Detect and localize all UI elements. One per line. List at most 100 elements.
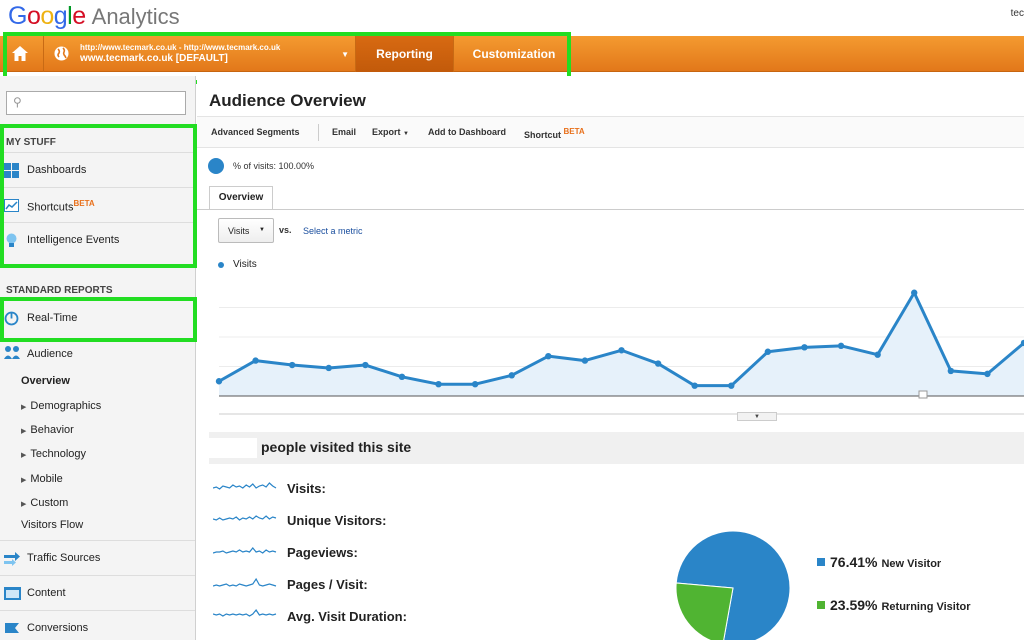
tab-overview[interactable]: Overview: [209, 186, 273, 210]
dropdown-caret-icon: ▼: [341, 50, 349, 59]
dropdown-caret-icon: ▼: [259, 227, 265, 233]
visits-data-point[interactable]: [654, 360, 662, 367]
visits-data-point[interactable]: [618, 347, 625, 354]
sidebar-item-real-time[interactable]: Real-Time: [0, 300, 195, 335]
dropdown-caret-icon: ▼: [403, 131, 409, 137]
sidebar-item-label: Intelligence Events: [27, 234, 120, 246]
account-url: http://www.tecmark.co.uk - http://www.te…: [80, 43, 281, 52]
sidebar-subitem-visitors-flow[interactable]: Visitors Flow: [21, 519, 84, 531]
account-selector[interactable]: http://www.tecmark.co.uk - http://www.te…: [80, 36, 356, 72]
sidebar-item-content[interactable]: Content: [0, 575, 195, 610]
people-icon: [4, 346, 20, 359]
legend-swatch: [218, 262, 224, 268]
traffic-arrows-icon: [4, 552, 20, 566]
sidebar-subitem-technology[interactable]: ▶ Technology: [21, 448, 86, 460]
pie-slice-returning-visitor[interactable]: [675, 582, 734, 640]
visits-data-point[interactable]: [801, 344, 808, 351]
sparkline-icon: [213, 515, 277, 521]
sidebar-item-conversions[interactable]: Conversions: [0, 610, 195, 640]
vs-label: vs.: [279, 225, 292, 235]
user-account-label[interactable]: tec: [1010, 8, 1024, 19]
visits-data-point[interactable]: [1020, 339, 1024, 347]
chart-range-thumb[interactable]: [918, 390, 928, 399]
search-icon: ⚲: [13, 95, 22, 109]
email-button[interactable]: Email: [332, 127, 357, 137]
visits-data-point[interactable]: [691, 382, 698, 389]
tab-reporting[interactable]: Reporting: [356, 36, 454, 72]
metric-label: Pages / Visit:: [287, 577, 368, 592]
sidebar-item-traffic-sources[interactable]: Traffic Sources: [0, 540, 195, 575]
beta-badge: BETA: [563, 127, 585, 136]
home-icon: [12, 46, 28, 61]
tab-customization[interactable]: Customization: [472, 47, 556, 61]
visits-line-chart[interactable]: [197, 272, 1024, 422]
visitor-type-pie-chart[interactable]: [675, 530, 791, 640]
metric-label: Unique Visitors:: [287, 513, 387, 528]
sparkline-icon: [213, 547, 277, 554]
realtime-clock-icon: [4, 311, 19, 326]
select-metric-link[interactable]: Select a metric: [303, 226, 363, 236]
visits-data-point[interactable]: [911, 289, 918, 296]
visits-data-point[interactable]: [362, 361, 369, 369]
home-button[interactable]: [0, 36, 44, 72]
shortcut-button[interactable]: Shortcut BETA: [524, 127, 585, 140]
sidebar-subitem-overview[interactable]: Overview: [21, 375, 70, 387]
search-input[interactable]: ⚲: [6, 91, 186, 115]
subitem-label: Mobile: [30, 473, 63, 485]
visits-data-point[interactable]: [252, 357, 259, 364]
report-toolbar: Advanced Segments Email Export ▼ Add to …: [197, 116, 1024, 148]
visits-data-point[interactable]: [215, 378, 223, 385]
new-visitor-label: New Visitor: [881, 558, 942, 570]
sidebar-item-audience[interactable]: Audience: [0, 335, 195, 370]
legend-swatch: [817, 601, 825, 609]
visits-data-point[interactable]: [874, 351, 881, 358]
visits-data-point[interactable]: [581, 357, 589, 364]
google-wordmark: Google: [8, 2, 86, 30]
visits-data-point[interactable]: [545, 352, 552, 360]
visits-data-point[interactable]: [764, 348, 772, 355]
sidebar-item-intelligence-events[interactable]: Intelligence Events: [0, 222, 195, 257]
visitors-summary-bar: people visited this site: [209, 432, 1024, 464]
sidebar-subitem-behavior[interactable]: ▶ Behavior: [21, 424, 74, 436]
visits-data-point[interactable]: [471, 381, 479, 388]
subitem-label: Custom: [30, 497, 69, 509]
account-name: www.tecmark.co.uk [DEFAULT]: [80, 53, 228, 64]
legend-label: Visits: [233, 259, 257, 270]
page-title: Audience Overview: [209, 91, 366, 110]
google-analytics-logo[interactable]: Google Analytics: [8, 2, 180, 31]
sidebar-subitem-demographics[interactable]: ▶ Demographics: [21, 400, 101, 412]
visitors-summary-text: people visited this site: [261, 439, 412, 455]
sidebar-item-dashboards[interactable]: Dashboards: [0, 152, 195, 187]
nav-bar: http://www.tecmark.co.uk - http://www.te…: [0, 36, 1024, 72]
sparkline-icon: [213, 608, 277, 617]
legend-swatch: [817, 558, 825, 566]
visits-data-point[interactable]: [984, 370, 991, 378]
chart-resize-handle[interactable]: ▼: [737, 412, 777, 421]
expand-triangle-icon: ▶: [21, 477, 27, 484]
shortcut-label: Shortcut: [524, 130, 561, 140]
product-name: Analytics: [91, 4, 180, 29]
property-globe-button[interactable]: [44, 36, 80, 72]
sidebar-item-shortcuts[interactable]: ShortcutsBETA: [0, 187, 195, 222]
metric-dropdown[interactable]: Visits ▼: [218, 218, 274, 243]
sidebar-item-label: Dashboards: [27, 164, 87, 176]
pie-slice-new-visitor[interactable]: [675, 530, 791, 640]
visits-data-point[interactable]: [435, 381, 442, 388]
visits-data-point[interactable]: [837, 342, 845, 350]
metric-label: Visits:: [287, 481, 326, 496]
legend-new-visitor: 76.41% New Visitor: [817, 554, 941, 570]
sidebar-subitem-mobile[interactable]: ▶ Mobile: [21, 473, 63, 485]
visits-data-point[interactable]: [398, 373, 406, 381]
sidebar-subitem-custom[interactable]: ▶ Custom: [21, 497, 68, 509]
visits-data-point[interactable]: [288, 361, 296, 369]
export-button[interactable]: Export ▼: [372, 127, 409, 137]
sidebar-item-label: Conversions: [27, 622, 89, 634]
advanced-segments-button[interactable]: Advanced Segments: [211, 127, 300, 137]
visits-data-point[interactable]: [728, 382, 735, 389]
add-to-dashboard-button[interactable]: Add to Dashboard: [428, 127, 506, 137]
visits-data-point[interactable]: [508, 372, 515, 379]
beta-badge: BETA: [73, 199, 95, 208]
visits-data-point[interactable]: [325, 364, 332, 372]
visits-data-point[interactable]: [947, 367, 955, 375]
